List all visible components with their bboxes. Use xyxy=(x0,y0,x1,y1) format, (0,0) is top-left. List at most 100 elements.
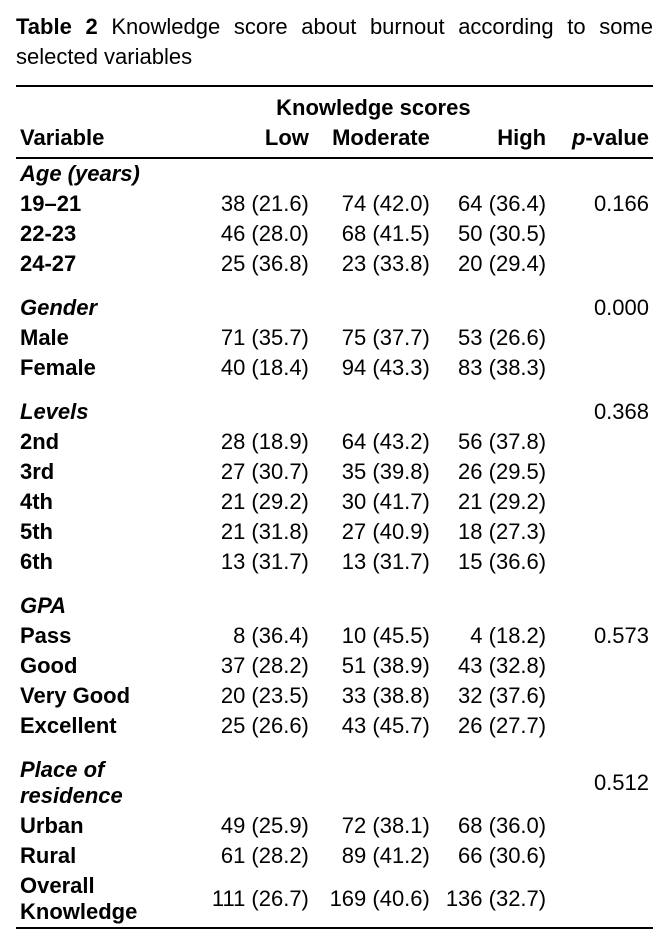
row-pvalue xyxy=(550,353,653,383)
group-pvalue: 0.512 xyxy=(550,755,653,811)
super-header: Knowledge scores xyxy=(197,86,550,123)
cell-value: 74 (42.0) xyxy=(313,189,434,219)
cell-value: 94 (43.3) xyxy=(313,353,434,383)
group-header: Age (years) xyxy=(16,158,197,189)
group-pvalue xyxy=(550,591,653,621)
row-pvalue xyxy=(550,651,653,681)
cell-value: 40 (18.4) xyxy=(197,353,313,383)
col-high: High xyxy=(434,123,550,158)
row-label: Overall Knowledge xyxy=(16,871,197,928)
cell-value: 27 (40.9) xyxy=(313,517,434,547)
cell-value: 169 (40.6) xyxy=(313,871,434,928)
cell-value: 8 (36.4) xyxy=(197,621,313,651)
cell-value: 64 (43.2) xyxy=(313,427,434,457)
cell-value: 50 (30.5) xyxy=(434,219,550,249)
cell-value: 64 (36.4) xyxy=(434,189,550,219)
col-pvalue: p-value xyxy=(550,123,653,158)
row-label: Excellent xyxy=(16,711,197,741)
cell-value: 46 (28.0) xyxy=(197,219,313,249)
cell-value: 89 (41.2) xyxy=(313,841,434,871)
cell-value: 72 (38.1) xyxy=(313,811,434,841)
cell-value: 61 (28.2) xyxy=(197,841,313,871)
cell-value: 26 (29.5) xyxy=(434,457,550,487)
cell-value: 20 (29.4) xyxy=(434,249,550,279)
row-label: 24-27 xyxy=(16,249,197,279)
row-pvalue xyxy=(550,711,653,741)
cell-value: 71 (35.7) xyxy=(197,323,313,353)
cell-value: 26 (27.7) xyxy=(434,711,550,741)
cell-value: 18 (27.3) xyxy=(434,517,550,547)
table-caption: Table 2 Knowledge score about burnout ac… xyxy=(16,12,653,71)
cell-value: 25 (36.8) xyxy=(197,249,313,279)
row-label: Urban xyxy=(16,811,197,841)
cell-value: 43 (45.7) xyxy=(313,711,434,741)
row-label: Male xyxy=(16,323,197,353)
group-pvalue: 0.368 xyxy=(550,397,653,427)
group-header: Gender xyxy=(16,293,197,323)
row-label: 5th xyxy=(16,517,197,547)
row-label: 4th xyxy=(16,487,197,517)
cell-value: 15 (36.6) xyxy=(434,547,550,577)
col-moderate: Moderate xyxy=(313,123,434,158)
group-header: Place of residence xyxy=(16,755,197,811)
cell-value: 66 (30.6) xyxy=(434,841,550,871)
row-pvalue xyxy=(550,427,653,457)
row-pvalue xyxy=(550,681,653,711)
cell-value: 37 (28.2) xyxy=(197,651,313,681)
row-label: Pass xyxy=(16,621,197,651)
col-low: Low xyxy=(197,123,313,158)
cell-value: 68 (36.0) xyxy=(434,811,550,841)
cell-value: 43 (32.8) xyxy=(434,651,550,681)
cell-value: 83 (38.3) xyxy=(434,353,550,383)
row-pvalue xyxy=(550,547,653,577)
row-pvalue xyxy=(550,871,653,928)
row-label: 19–21 xyxy=(16,189,197,219)
cell-value: 49 (25.9) xyxy=(197,811,313,841)
row-pvalue xyxy=(550,841,653,871)
row-label: 3rd xyxy=(16,457,197,487)
row-label: 6th xyxy=(16,547,197,577)
cell-value: 13 (31.7) xyxy=(197,547,313,577)
cell-value: 4 (18.2) xyxy=(434,621,550,651)
cell-value: 23 (33.8) xyxy=(313,249,434,279)
cell-value: 75 (37.7) xyxy=(313,323,434,353)
row-pvalue: 0.573 xyxy=(550,621,653,651)
cell-value: 111 (26.7) xyxy=(197,871,313,928)
cell-value: 27 (30.7) xyxy=(197,457,313,487)
group-header: Levels xyxy=(16,397,197,427)
cell-value: 38 (21.6) xyxy=(197,189,313,219)
cell-value: 10 (45.5) xyxy=(313,621,434,651)
row-pvalue xyxy=(550,811,653,841)
cell-value: 25 (26.6) xyxy=(197,711,313,741)
row-label: Rural xyxy=(16,841,197,871)
cell-value: 30 (41.7) xyxy=(313,487,434,517)
cell-value: 68 (41.5) xyxy=(313,219,434,249)
table-caption-text: Knowledge score about burnout according … xyxy=(16,14,653,69)
row-pvalue xyxy=(550,457,653,487)
row-label: 2nd xyxy=(16,427,197,457)
row-pvalue xyxy=(550,323,653,353)
row-pvalue xyxy=(550,249,653,279)
cell-value: 13 (31.7) xyxy=(313,547,434,577)
cell-value: 51 (38.9) xyxy=(313,651,434,681)
cell-value: 53 (26.6) xyxy=(434,323,550,353)
cell-value: 21 (29.2) xyxy=(434,487,550,517)
cell-value: 32 (37.6) xyxy=(434,681,550,711)
row-label: 22-23 xyxy=(16,219,197,249)
cell-value: 35 (39.8) xyxy=(313,457,434,487)
row-label: Female xyxy=(16,353,197,383)
cell-value: 20 (23.5) xyxy=(197,681,313,711)
row-pvalue xyxy=(550,219,653,249)
cell-value: 33 (38.8) xyxy=(313,681,434,711)
col-variable: Variable xyxy=(16,123,197,158)
group-pvalue xyxy=(550,158,653,189)
cell-value: 136 (32.7) xyxy=(434,871,550,928)
group-header: GPA xyxy=(16,591,197,621)
group-pvalue: 0.000 xyxy=(550,293,653,323)
row-pvalue xyxy=(550,487,653,517)
cell-value: 21 (31.8) xyxy=(197,517,313,547)
cell-value: 21 (29.2) xyxy=(197,487,313,517)
row-pvalue: 0.166 xyxy=(550,189,653,219)
knowledge-score-table: Knowledge scores Variable Low Moderate H… xyxy=(16,85,653,929)
row-label: Good xyxy=(16,651,197,681)
